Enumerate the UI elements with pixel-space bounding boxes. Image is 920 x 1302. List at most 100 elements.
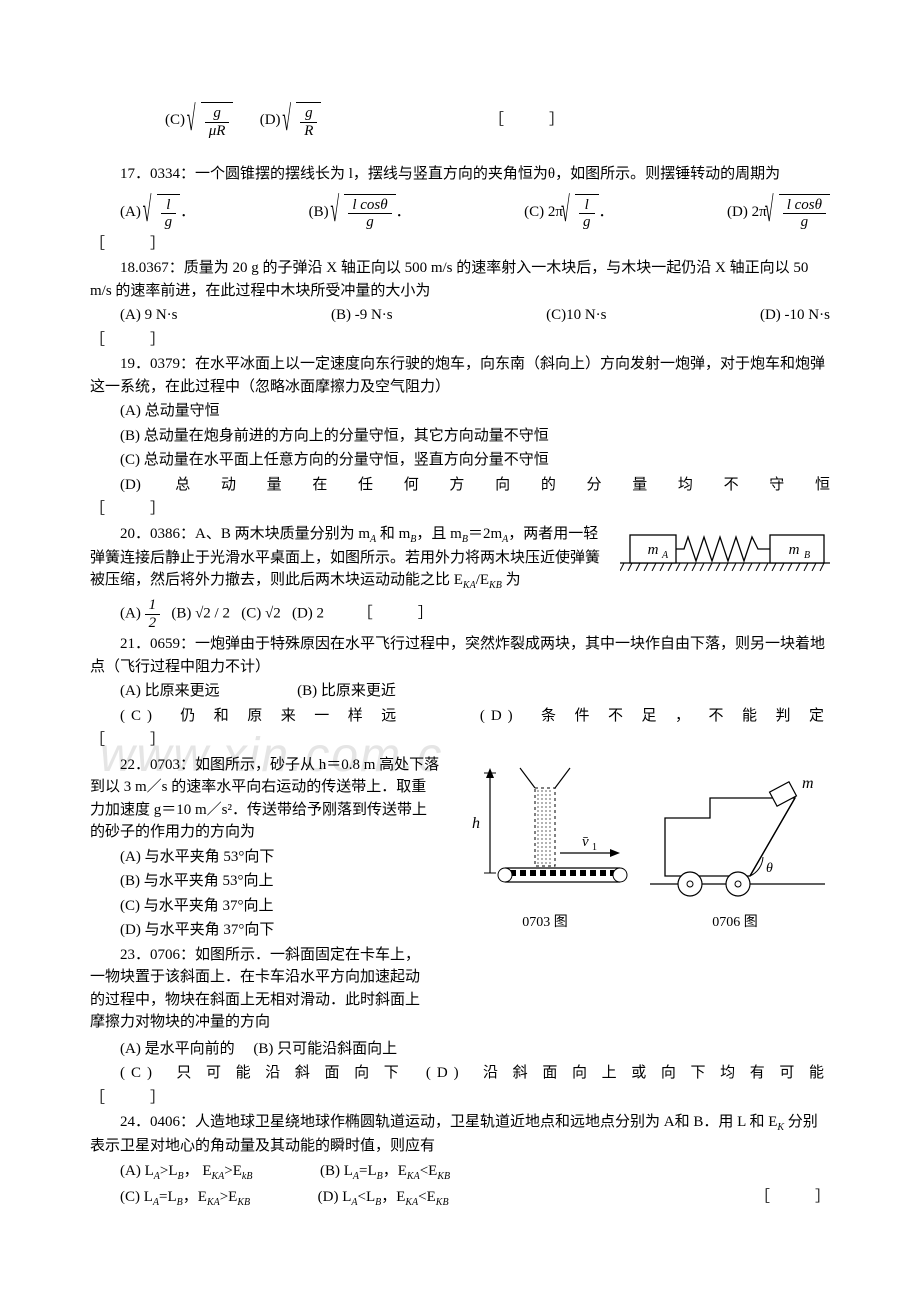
q23-row1: (A) 是水平向前的 (B) 只可能沿斜面向上 <box>90 1038 830 1061</box>
svg-text:v̄: v̄ <box>582 834 589 850</box>
q17-b-label: (B) <box>309 203 329 219</box>
page-content: (C) gμR (D) gR ［ ］ 17．0334：一个圆锥摆的摆线长为 l，… <box>90 102 830 1210</box>
q21-bracket: ［ ］ <box>90 729 830 752</box>
q17-optC: (C) 2πlg． <box>524 194 613 231</box>
q17-b-den: g <box>348 214 391 231</box>
q24-b2: =L <box>359 1163 377 1179</box>
q17-a-label: (A) <box>120 203 141 219</box>
q24-d4: <E <box>418 1189 436 1205</box>
q18-c: (C)10 N·s <box>546 304 606 327</box>
q17-stem: 17．0334：一个圆锥摆的摆线长为 l，摆线与竖直方向的夹角恒为θ，如图所示。… <box>90 163 830 186</box>
svg-text:B: B <box>804 550 810 561</box>
q24-b1: (B) L <box>320 1163 353 1179</box>
q16-bracket: ［ ］ <box>489 112 564 128</box>
q24-a4: >E <box>224 1163 242 1179</box>
q24-bracket: ［ ］ <box>755 1186 830 1210</box>
q21-row1: (A) 比原来更远 (B) 比原来更近 <box>90 680 830 703</box>
q24-d1: (D) L <box>318 1189 352 1205</box>
q17-optA: (A) lg． <box>120 194 195 231</box>
q24-a: (A) LA>LB， EKA>EkB <box>120 1163 256 1179</box>
q20-b-val: √2 / 2 <box>195 605 230 621</box>
q16-c-label: (C) <box>165 112 185 128</box>
q17-d-den: g <box>783 214 826 231</box>
q24-b4: <E <box>420 1163 438 1179</box>
q24-row1: (A) LA>LB， EKA>EkB (B) LA=LB，EKA<EKB <box>90 1160 830 1184</box>
q18-a: (A) 9 N·s <box>120 304 178 327</box>
q20-skb: KB <box>489 580 502 591</box>
q24-b3: ，E <box>383 1163 407 1179</box>
q23-c: (C) 只可能沿斜面向下 <box>120 1065 413 1081</box>
q18-bracket: ［ ］ <box>90 329 830 352</box>
q17-bracket: ［ ］ <box>90 233 830 256</box>
q20-s7: 为 <box>502 572 521 588</box>
q24-a3: ， E <box>184 1163 212 1179</box>
q17-a-den: g <box>161 214 177 231</box>
q23-d: (D) 沿斜面向上或向下均有可能 <box>426 1065 830 1081</box>
q17-options: (A) lg． (B) l cosθg． (C) 2πlg． (D) 2πl c… <box>90 188 830 231</box>
q24-d-ska: KA <box>405 1197 418 1208</box>
q20-options: (A) 12 (B) √2 / 2 (C) √2 (D) 2 ［ ］ <box>90 597 830 631</box>
fig0703-caption: 0703 图 <box>522 912 568 933</box>
q18-d: (D) -10 N·s <box>760 304 830 327</box>
q20-a-label: (A) <box>120 605 141 621</box>
q20-s2: 和 m <box>376 526 410 542</box>
q23-b: (B) 只可能沿斜面向上 <box>253 1041 397 1057</box>
q24-c4: >E <box>220 1189 238 1205</box>
q19-stem: 19．0379：在水平冰面上以一定速度向东行驶的炮车，向东南（斜向上）方向发射一… <box>90 353 830 398</box>
q17-d-label: (D) <box>727 203 748 219</box>
svg-text:m: m <box>789 542 800 558</box>
q24-d2: <L <box>357 1189 375 1205</box>
q19-c: (C) 总动量在水平面上任意方向的分量守恒，竖直方向分量不守恒 <box>90 449 830 472</box>
q24-row2: (C) LA=LB，EKA>EKB (D) LA<LB，EKA<EKB ［ ］ <box>90 1186 830 1210</box>
q20-a-num: 1 <box>145 597 161 615</box>
q20-s6: /E <box>476 572 489 588</box>
q16-c-den: μR <box>205 123 230 140</box>
q20-c-label: (C) <box>241 605 261 621</box>
q16-d-sqrt: gR <box>284 102 321 139</box>
q24-b-skb: KB <box>437 1171 450 1182</box>
spring-svg: mA mB <box>620 525 830 571</box>
q24-d: (D) LA<LB，EKA<EKB <box>318 1189 449 1205</box>
q24-b-ska: KA <box>407 1171 420 1182</box>
q16-c-sqrt: gμR <box>189 102 234 139</box>
q20-ska: KA <box>463 580 476 591</box>
q21-c: (C) 仍和原来一样远 <box>120 708 415 724</box>
q20-c-val: √2 <box>265 605 281 621</box>
svg-text:m: m <box>802 775 814 792</box>
q20-d: (D) 2 <box>292 605 324 621</box>
q24-c-ska: KA <box>207 1197 220 1208</box>
q16-options-tail: (C) gμR (D) gR ［ ］ <box>90 102 830 139</box>
q24-c2: =L <box>159 1189 177 1205</box>
q24-c1: (C) L <box>120 1189 153 1205</box>
q17-d-num: l cosθ <box>783 197 826 215</box>
q24-a1: (A) L <box>120 1163 154 1179</box>
q17-b-num: l cosθ <box>348 197 391 215</box>
q20-s3: ，且 m <box>416 526 461 542</box>
q20-b-label: (B) <box>171 605 191 621</box>
q18-stem: 18.0367：质量为 20 g 的子弹沿 X 轴正向以 500 m/s 的速率… <box>90 257 830 302</box>
svg-text:1: 1 <box>592 842 597 853</box>
q21-row2: (C) 仍和原来一样远 (D) 条件不足，不能判定 <box>90 705 830 728</box>
q19-d-text: (D) 总动量在任何方向的分量均不守恒 <box>120 477 830 493</box>
q23-a: (A) 是水平向前的 <box>120 1041 235 1057</box>
q24-s1: 24．0406：人造地球卫星绕地球作椭圆轨道运动，卫星轨道近地点和远地点分别为 … <box>120 1114 777 1130</box>
q19-b: (B) 总动量在炮身前进的方向上的分量守恒，其它方向动量不守恒 <box>90 425 830 448</box>
q24-c-skb: KB <box>237 1197 250 1208</box>
q17-c-num: l <box>579 197 595 215</box>
q24-a-skb: kB <box>242 1171 253 1182</box>
q24-c3: ，E <box>183 1189 207 1205</box>
q21-b: (B) 比原来更近 <box>297 683 396 699</box>
q17-c-den: g <box>579 214 595 231</box>
q17-a-num: l <box>161 197 177 215</box>
q16-c-num: g <box>205 105 230 123</box>
fig0706-caption: 0706 图 <box>712 912 758 933</box>
q16-d-label: (D) <box>260 112 281 128</box>
q24-c: (C) LA=LB，EKA>EKB <box>120 1189 254 1205</box>
q24-a2: >L <box>160 1163 178 1179</box>
q21-stem: 21．0659：一炮弹由于特殊原因在水平飞行过程中，突然炸裂成两块，其中一块作自… <box>90 633 830 678</box>
q20-figure: mA mB <box>620 525 830 571</box>
q17-optD: (D) 2πl cosθg <box>727 194 830 231</box>
q21-d: (D) 条件不足，不能判定 <box>480 708 830 724</box>
svg-text:A: A <box>661 550 669 561</box>
svg-text:m: m <box>648 542 659 558</box>
